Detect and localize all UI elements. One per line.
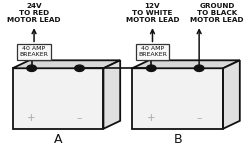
Circle shape [194,65,204,71]
Text: –: – [196,113,202,123]
Polygon shape [132,68,223,129]
Text: 40 AMP
BREAKER: 40 AMP BREAKER [20,46,48,58]
Polygon shape [223,60,240,129]
FancyBboxPatch shape [17,44,51,59]
Text: GROUND
TO BLACK
MOTOR LEAD: GROUND TO BLACK MOTOR LEAD [190,3,244,23]
Circle shape [27,65,36,71]
FancyBboxPatch shape [136,44,169,59]
Circle shape [75,65,84,71]
Polygon shape [104,60,120,129]
Text: +: + [27,113,36,123]
Text: –: – [77,113,82,123]
Text: +: + [147,113,156,123]
Text: A: A [54,133,62,146]
Text: 24V
TO RED
MOTOR LEAD: 24V TO RED MOTOR LEAD [7,3,61,23]
Polygon shape [12,60,120,68]
Circle shape [146,65,156,71]
Text: 12V
TO WHITE
MOTOR LEAD: 12V TO WHITE MOTOR LEAD [126,3,179,23]
Text: B: B [173,133,182,146]
Text: 40 AMP
BREAKER: 40 AMP BREAKER [138,46,167,58]
Polygon shape [132,60,240,68]
Polygon shape [12,68,104,129]
